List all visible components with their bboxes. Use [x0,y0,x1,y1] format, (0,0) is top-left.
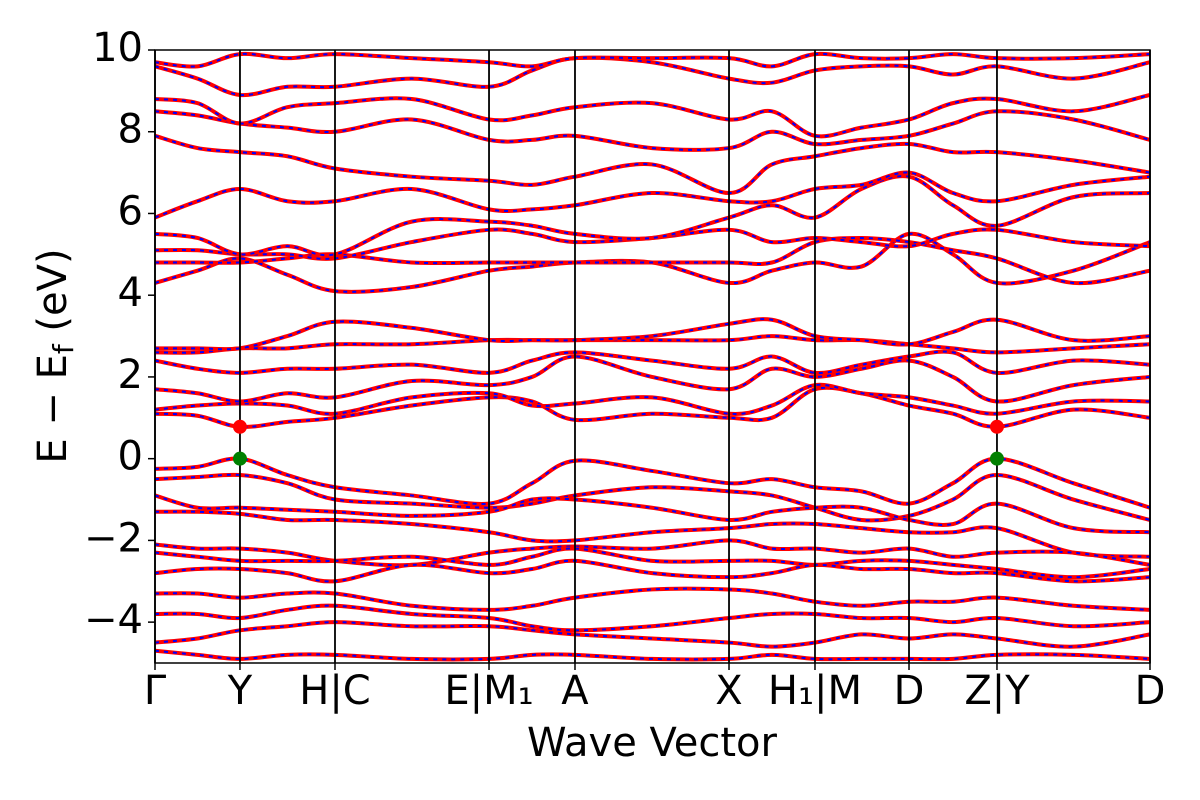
y-label-part: (eV) [30,248,76,344]
band-line-dashed [155,539,1150,567]
y-tick-label: 6 [118,188,143,234]
x-tick-label: H|C [299,668,370,714]
y-tick-label: 4 [118,270,143,316]
y-tick-label: 2 [118,352,143,398]
band-line-dashed [155,621,1150,648]
band-line-dashed [155,383,1150,415]
band-line-dashed [155,386,1150,428]
x-tick-label: Γ [144,668,167,714]
band-line [155,354,1150,404]
band-line-dashed [155,318,1150,351]
band-line-dashed [155,110,1150,151]
band-line-dashed [155,587,1150,611]
x-tick-label: E|M₁ [444,668,533,714]
extremum-marker [989,419,1004,434]
band-line [155,472,1150,523]
extremum-marker [232,451,247,466]
band-line [155,92,1150,139]
plot-frame [154,49,1151,664]
x-tick-label: Z|Y [964,668,1030,714]
band-line [155,558,1150,584]
y-label-sub: f [47,343,80,354]
band-line-dashed [155,236,1150,285]
x-tick-label: D [1135,668,1166,714]
bands [155,51,1150,662]
band-line-dashed [155,604,1150,632]
extremum-marker [989,451,1004,466]
band-line-dashed [155,175,1150,257]
band-line-dashed [155,494,1150,534]
x-tick-label: D [894,668,925,714]
y-tick-label: 10 [92,25,143,71]
band-line-dashed [155,350,1150,374]
band-line-dashed [155,547,1150,579]
x-tick-label: Y [227,668,253,714]
band-line-dashed [155,171,1150,219]
x-tick-label: A [561,668,589,714]
x-tick-label: H₁|M [768,668,862,714]
y-label-part: E − E [30,354,76,464]
band-line-dashed [155,232,1150,293]
y-tick-label: −4 [84,597,143,643]
extremum-marker [232,419,247,434]
x-axis-label: Wave Vector [527,720,778,766]
band-line [155,509,1150,559]
band-line-dashed [155,457,1150,509]
y-tick-label: 0 [118,434,143,480]
x-tick-label: X [715,668,742,714]
y-axis-label: E − Ef (eV) [30,248,80,463]
band-line-dashed [155,134,1150,195]
band-line-dashed [155,56,1150,97]
y-tick-label: 8 [118,107,143,153]
band-line [155,51,1150,69]
y-tick-label: −2 [84,515,143,561]
band-line-dashed [155,649,1150,661]
band-line-dashed [155,335,1150,354]
